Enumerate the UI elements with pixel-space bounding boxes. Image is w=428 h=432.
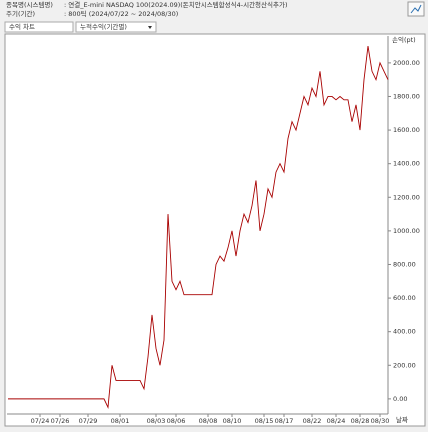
x-tick-label: 07/26 bbox=[51, 417, 70, 425]
x-tick-label: 08/10 bbox=[223, 417, 242, 425]
y-tick-label: 200.00 bbox=[393, 361, 416, 369]
x-tick-label: 08/22 bbox=[303, 417, 322, 425]
mode-select[interactable] bbox=[75, 21, 157, 33]
y-tick-label: 1000.00 bbox=[393, 227, 420, 235]
x-tick-label: 08/28 bbox=[351, 417, 370, 425]
x-tick-label: 08/03 bbox=[147, 417, 166, 425]
y-tick-label: 1600.00 bbox=[393, 126, 420, 134]
x-tick-label: 08/15 bbox=[255, 417, 274, 425]
y-tick-label: 800.00 bbox=[393, 260, 416, 268]
y-tick-label: 400.00 bbox=[393, 328, 416, 336]
export-icon bbox=[410, 4, 422, 14]
header-label: 주기(기간) bbox=[6, 9, 35, 18]
header-value: : 800틱 (2024/07/22 ~ 2024/08/30) bbox=[64, 10, 178, 18]
mode-select-text: 누적수익(기간별) bbox=[80, 22, 127, 31]
x-tick-label: 08/17 bbox=[275, 417, 294, 425]
chart-select[interactable] bbox=[4, 21, 74, 33]
y-tick-label: 1800.00 bbox=[393, 92, 420, 100]
y-tick-label: 0.00 bbox=[393, 395, 407, 403]
x-tick-label: 08/08 bbox=[199, 417, 218, 425]
y-axis-label: 손익(pt) bbox=[392, 36, 416, 44]
x-tick-label: 08/01 bbox=[111, 417, 130, 425]
y-tick-label: 1200.00 bbox=[393, 193, 420, 201]
dropdown-arrow bbox=[148, 26, 152, 29]
x-tick-label: 07/29 bbox=[79, 417, 98, 425]
chart-frame bbox=[4, 33, 426, 427]
x-tick-label: 08/30 bbox=[371, 417, 390, 425]
x-tick-label: 08/24 bbox=[327, 417, 346, 425]
profit-line bbox=[8, 46, 389, 409]
x-tick-label: 08/06 bbox=[167, 417, 186, 425]
chart-select-text: 수익 차트 bbox=[9, 22, 35, 31]
x-tick-label: 07/24 bbox=[31, 417, 50, 425]
y-tick-label: 2000.00 bbox=[393, 59, 420, 67]
x-axis-label: 날짜 bbox=[396, 415, 408, 424]
y-tick-label: 600.00 bbox=[393, 294, 416, 302]
header-label: 종목명(시스템명) bbox=[6, 0, 53, 9]
y-tick-label: 1400.00 bbox=[393, 160, 420, 168]
header-value: : 연결_E-mini NASDAQ 100(2024.09)(돈치안시스템합성… bbox=[64, 0, 287, 9]
